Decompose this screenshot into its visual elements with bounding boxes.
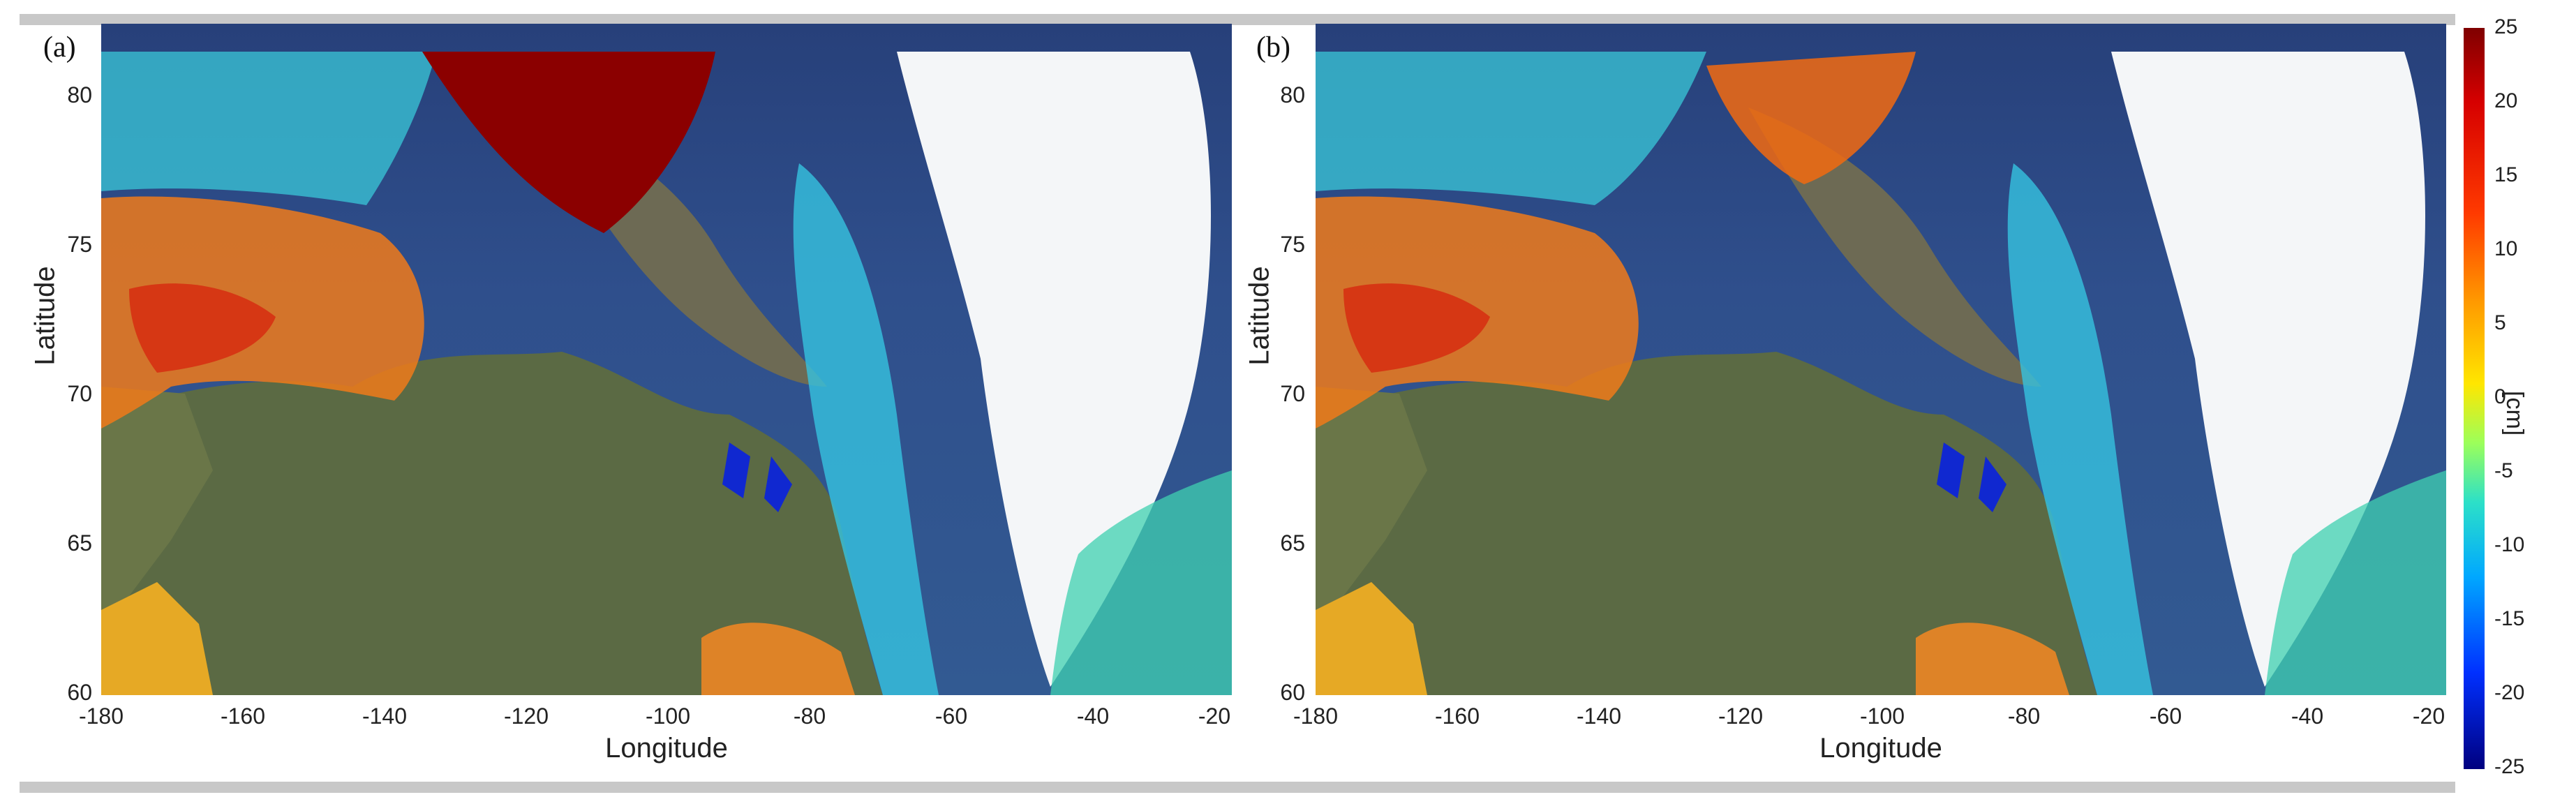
colorbar-tick-neg20: -20 bbox=[2494, 681, 2525, 704]
ytick-60-b: 60 bbox=[1280, 680, 1305, 705]
colorbar-tick-neg10: -10 bbox=[2494, 533, 2525, 556]
xtick-b-3: -120 bbox=[1718, 704, 1764, 729]
anomaly-hudson bbox=[701, 623, 855, 695]
xtick-a-4: -100 bbox=[645, 704, 691, 729]
xlabel-b: Longitude bbox=[1819, 733, 1942, 764]
xtick-a-8: -20 bbox=[1198, 704, 1231, 729]
top-border bbox=[20, 14, 2455, 25]
panel-label-a: (a) bbox=[43, 31, 76, 64]
xtick-a-5: -80 bbox=[793, 704, 826, 729]
xtick-a-6: -60 bbox=[935, 704, 968, 729]
ytick-70-b: 70 bbox=[1280, 381, 1305, 406]
land-alaska bbox=[1316, 387, 1427, 610]
xtick-a-1: -160 bbox=[220, 704, 266, 729]
map-panel-b bbox=[1316, 24, 2446, 695]
anomaly-beaufort-red bbox=[1343, 283, 1490, 373]
anomaly-labrador bbox=[1050, 470, 1232, 695]
anomaly-bering bbox=[1316, 582, 1427, 695]
map-layer-a bbox=[101, 52, 1232, 695]
xtick-b-2: -140 bbox=[1576, 704, 1622, 729]
anomaly-baffin-cyan bbox=[2007, 163, 2153, 695]
panel-label-b: (b) bbox=[1256, 31, 1290, 64]
ytick-75-b: 75 bbox=[1280, 232, 1305, 257]
ytick-65-a: 65 bbox=[67, 530, 92, 556]
xtick-a-7: -40 bbox=[1076, 704, 1110, 729]
anomaly-blue-spots bbox=[1937, 442, 2007, 512]
xtick-b-1: -160 bbox=[1434, 704, 1480, 729]
ylabel-b: Latitude bbox=[1244, 266, 1275, 366]
anomaly-blue-spots bbox=[722, 442, 792, 512]
ytick-70-a: 70 bbox=[67, 381, 92, 406]
land-canada bbox=[1316, 352, 2097, 695]
ytick-75-a: 75 bbox=[67, 232, 92, 257]
anomaly-bering bbox=[101, 582, 213, 695]
anomaly-dark-red-block bbox=[422, 52, 715, 233]
colorbar-tick-neg5: -5 bbox=[2494, 459, 2513, 482]
colorbar-tick-20: 20 bbox=[2494, 89, 2518, 112]
xtick-a-3: -120 bbox=[503, 704, 549, 729]
ytick-65-b: 65 bbox=[1280, 530, 1305, 556]
colorbar-tick-15: 15 bbox=[2494, 163, 2518, 186]
colorbar-unit: [cm] bbox=[2501, 391, 2528, 436]
anomaly-orange-cluster bbox=[1706, 52, 1916, 184]
xtick-b-8: -20 bbox=[2412, 704, 2445, 729]
bottom-border bbox=[20, 782, 2455, 793]
ytick-80-b: 80 bbox=[1280, 82, 1305, 107]
ylabel-a: Latitude bbox=[29, 266, 61, 366]
xtick-b-7: -40 bbox=[2291, 704, 2324, 729]
colorbar-tick-neg25: -25 bbox=[2494, 755, 2525, 778]
ytick-60-a: 60 bbox=[67, 680, 92, 705]
xtick-a-0: -180 bbox=[78, 704, 124, 729]
colorbar-tick-neg15: -15 bbox=[2494, 607, 2525, 630]
anomaly-baffin-cyan bbox=[793, 163, 939, 695]
xtick-b-5: -80 bbox=[2007, 704, 2041, 729]
map-layer-b bbox=[1316, 52, 2446, 695]
anomaly-labrador bbox=[2265, 470, 2446, 695]
anomaly-beaufort-red bbox=[129, 283, 276, 373]
anomaly-arctic-cyan bbox=[1316, 52, 1706, 205]
map-panel-a bbox=[101, 24, 1232, 695]
anomaly-arctic-cyan bbox=[101, 52, 436, 205]
colorbar bbox=[2464, 28, 2485, 769]
colorbar-tick-0: 0 bbox=[2494, 385, 2506, 408]
xlabel-a: Longitude bbox=[605, 733, 728, 764]
xtick-b-4: -100 bbox=[1859, 704, 1905, 729]
land-arctic-islands bbox=[1748, 107, 2041, 387]
xtick-b-0: -180 bbox=[1293, 704, 1339, 729]
ytick-80-a: 80 bbox=[67, 82, 92, 107]
land-alaska bbox=[101, 387, 213, 610]
xtick-b-6: -60 bbox=[2149, 704, 2182, 729]
colorbar-tick-5: 5 bbox=[2494, 311, 2506, 334]
anomaly-hudson bbox=[1916, 623, 2069, 695]
land-canada bbox=[101, 352, 883, 695]
xtick-a-2: -140 bbox=[362, 704, 408, 729]
colorbar-tick-10: 10 bbox=[2494, 237, 2518, 260]
colorbar-tick-25: 25 bbox=[2494, 15, 2518, 38]
